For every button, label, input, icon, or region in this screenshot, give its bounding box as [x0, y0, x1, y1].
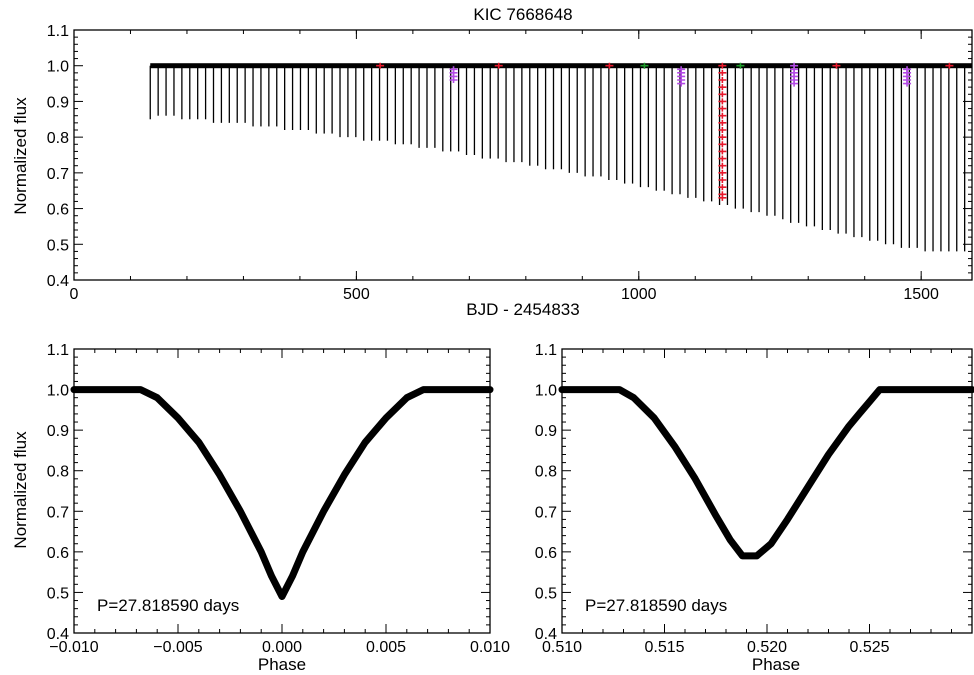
flag-marker — [718, 148, 727, 155]
phase-curve — [558, 386, 974, 560]
y-tick-label: 0.8 — [535, 464, 557, 481]
flag-marker — [718, 84, 727, 91]
y-tick-label: 0.6 — [47, 545, 69, 562]
flag-marker — [449, 77, 458, 83]
plot-frame — [561, 348, 973, 634]
plot-frame — [73, 348, 491, 634]
y-tick-label: 1.0 — [47, 59, 69, 76]
x-axis-title: Phase — [258, 655, 306, 674]
flag-marker — [718, 169, 727, 176]
flag-marker — [677, 80, 686, 87]
y-tick-label: 0.4 — [47, 626, 69, 643]
light-curve-panel: KIC 7668648 0.4 0.5 0.6 0.7 0.8 0.9 1.0 1.1 0 500… — [11, 5, 973, 319]
y-tick-label: 0.7 — [535, 504, 557, 521]
folded-flux-curve — [70, 386, 494, 600]
x-tick-label: 0 — [70, 286, 79, 303]
y-tick-label: 0.6 — [47, 202, 69, 219]
flag-marker — [718, 105, 727, 112]
tick-labels: 0.4 0.5 0.6 0.7 0.8 0.9 1.0 1.1 0.510 0.515 0.520 0… — [535, 342, 890, 656]
y-tick-label: 0.4 — [47, 273, 69, 290]
y-tick-label: 0.8 — [47, 464, 69, 481]
x-tick-label: 1000 — [621, 286, 657, 303]
x-tick-label: 0.520 — [747, 639, 787, 656]
flag-marker — [903, 80, 912, 87]
flag-marker — [718, 177, 727, 183]
x-axis-title: Phase — [752, 655, 800, 674]
plot-frame — [73, 29, 973, 281]
flag-marker — [718, 98, 727, 105]
y-tick-label: 0.9 — [47, 94, 69, 111]
y-tick-label: 0.5 — [535, 585, 557, 602]
x-tick-label: 0.010 — [470, 639, 510, 656]
period-annotation: P=27.818590 days — [97, 596, 239, 615]
flag-marker — [376, 62, 385, 69]
x-tick-label: 1500 — [903, 286, 939, 303]
panel-title: KIC 7668648 — [473, 5, 572, 24]
flag-marker — [718, 119, 727, 126]
y-axis-title: Normalized flux — [11, 97, 30, 215]
y-tick-label: 0.9 — [535, 423, 557, 440]
flag-marker — [718, 134, 727, 141]
eclipse-marks — [149, 62, 972, 252]
x-tick-label: 0.515 — [644, 639, 684, 656]
x-tick-label: −0.010 — [49, 639, 98, 656]
tick-labels: 0.4 0.5 0.6 0.7 0.8 0.9 1.0 1.1 0 500 1000 1500 — [47, 23, 939, 303]
phase-curve — [70, 386, 494, 600]
flag-marker — [718, 127, 727, 133]
flag-marker — [945, 62, 954, 69]
x-tick-label: 500 — [343, 286, 370, 303]
y-tick-label: 0.7 — [47, 504, 69, 521]
secondary-eclipse-panel: 0.4 0.5 0.6 0.7 0.8 0.9 1.0 1.1 0.510 0.515 0.520 0… — [535, 342, 974, 674]
flag-marker — [718, 112, 727, 119]
flag-marker — [494, 62, 503, 69]
flag-marker — [718, 141, 727, 148]
y-tick-label: 0.5 — [47, 585, 69, 602]
y-tick-label: 1.1 — [535, 342, 557, 359]
y-tick-label: 0.4 — [535, 626, 557, 643]
tick-labels: 0.4 0.5 0.6 0.7 0.8 0.9 1.0 1.1 −0.010 −0.005 0.00… — [47, 342, 510, 656]
y-tick-label: 1.1 — [47, 342, 69, 359]
folded-flux-curve — [558, 386, 974, 560]
flag-marker — [718, 162, 727, 169]
y-tick-label: 0.8 — [47, 130, 69, 147]
y-tick-label: 1.1 — [47, 23, 69, 40]
flag-marker — [640, 62, 649, 69]
y-axis-title: Normalized flux — [11, 431, 30, 549]
y-tick-label: 0.6 — [535, 545, 557, 562]
y-tick-label: 1.0 — [535, 383, 557, 400]
x-tick-label: 0.000 — [262, 639, 302, 656]
flag-marker — [832, 62, 841, 69]
flag-marker — [605, 62, 614, 69]
y-tick-label: 1.0 — [47, 383, 69, 400]
x-tick-label: 0.510 — [542, 639, 582, 656]
flag-marker — [736, 62, 745, 69]
x-axis-title: BJD - 2454833 — [466, 300, 579, 319]
flag-marker — [718, 155, 727, 162]
flag-marker — [718, 194, 727, 201]
y-tick-label: 0.7 — [47, 166, 69, 183]
y-tick-label: 0.5 — [47, 237, 69, 254]
x-tick-label: −0.005 — [153, 639, 202, 656]
flag-marker — [718, 77, 727, 83]
flag-marker — [718, 91, 727, 98]
x-tick-label: 0.005 — [366, 639, 406, 656]
flag-marker — [790, 80, 799, 87]
flag-marker — [718, 69, 727, 76]
period-annotation: P=27.818590 days — [585, 596, 727, 615]
y-tick-label: 0.9 — [47, 423, 69, 440]
flag-marker — [718, 62, 727, 69]
tick-marks — [73, 29, 972, 281]
x-tick-label: 0.525 — [849, 639, 889, 656]
primary-eclipse-panel: 0.4 0.5 0.6 0.7 0.8 0.9 1.0 1.1 −0.010 −0.005 0.00… — [11, 342, 510, 674]
flag-marker — [718, 184, 727, 191]
